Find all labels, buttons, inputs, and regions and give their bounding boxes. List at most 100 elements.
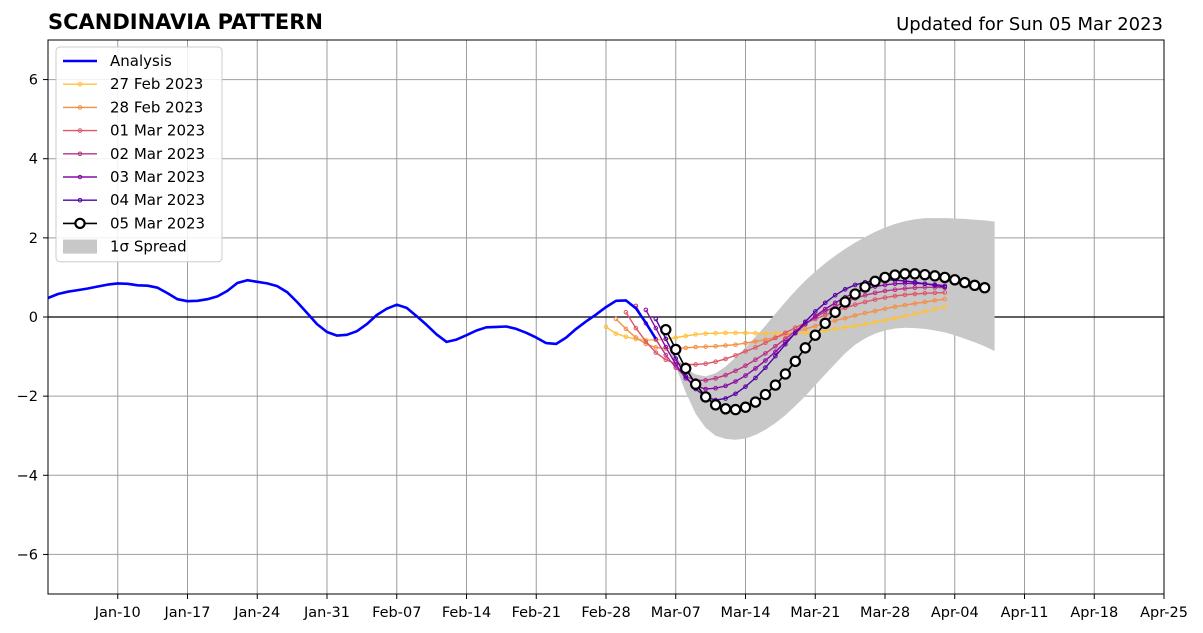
forecast-point [743, 373, 748, 378]
legend-label-forecast: 28 Feb 2023 [110, 98, 203, 116]
forecast-point [683, 374, 689, 379]
forecast-point [882, 306, 888, 311]
forecast-point [703, 361, 708, 366]
forecast-point [613, 331, 619, 336]
legend-label-spread: 1σ Spread [110, 238, 187, 256]
forecast-point [673, 362, 679, 367]
current-forecast-point [839, 296, 851, 308]
forecast-point [922, 290, 928, 296]
y-tick-label: 0 [29, 310, 38, 326]
forecast-point [753, 366, 758, 371]
forecast-point [753, 330, 758, 336]
current-forecast-point [809, 329, 821, 341]
forecast-point [763, 358, 768, 363]
forecast-point [942, 304, 948, 310]
forecast-point [663, 352, 669, 358]
forecast-point [902, 286, 908, 291]
current-forecast-point [978, 282, 991, 294]
forecast-point [872, 319, 878, 325]
forecast-point [643, 339, 649, 344]
forecast-point [922, 309, 928, 314]
forecast-point [743, 363, 748, 368]
forecast-point [872, 297, 878, 302]
x-tick-label: Mar-28 [860, 605, 910, 621]
forecast-point [882, 288, 888, 294]
current-forecast-point [889, 269, 901, 281]
legend-label-forecast: 01 Mar 2023 [110, 122, 205, 140]
forecast-point [763, 351, 768, 356]
current-forecast-point [859, 281, 871, 293]
forecast-point [683, 345, 689, 351]
forecast-point [743, 384, 748, 389]
forecast-point [783, 330, 788, 336]
current-forecast-point [899, 268, 911, 280]
forecast-point [832, 318, 838, 323]
legend-marker-forecast [77, 197, 83, 203]
forecast-point [663, 357, 669, 363]
current-forecast-point [959, 276, 971, 289]
forecast-point [713, 343, 718, 349]
forecast-point [693, 362, 698, 367]
forecast-point [932, 283, 938, 288]
forecast-point [673, 335, 679, 340]
legend-label-forecast: 04 Mar 2023 [110, 191, 205, 209]
current-forecast-point [709, 399, 722, 411]
current-forecast-point [680, 362, 692, 375]
forecast-point [892, 287, 898, 292]
current-forecast-point [919, 268, 931, 281]
legend-swatch-spread [63, 239, 97, 254]
forecast-point [942, 284, 948, 290]
forecast-point [932, 290, 938, 296]
legend-label-forecast: 03 Mar 2023 [110, 168, 205, 186]
forecast-point [852, 282, 858, 288]
current-forecast-point [689, 378, 702, 390]
current-forecast-point [719, 403, 732, 415]
x-tick-label: Jan-24 [233, 605, 280, 621]
current-forecast-point [789, 355, 802, 368]
forecast-point [783, 342, 788, 347]
forecast-point [693, 332, 698, 337]
forecast-point [812, 323, 818, 329]
x-tick-label: Apr-11 [1001, 605, 1049, 621]
x-tick-label: Mar-07 [651, 605, 701, 621]
legend-marker-forecast [77, 105, 83, 110]
forecast-point [842, 315, 848, 321]
current-forecast-point [670, 343, 682, 356]
forecast-point [793, 330, 798, 336]
current-forecast-point [729, 403, 742, 416]
forecast-point [633, 335, 639, 340]
forecast-point [703, 344, 708, 349]
y-tick-label: 6 [29, 73, 38, 89]
forecast-point [812, 309, 818, 314]
forecast-point [733, 342, 738, 348]
x-tick-label: Jan-31 [303, 605, 350, 621]
current-forecast-point [660, 323, 672, 336]
forecast-point [842, 287, 848, 292]
current-forecast-point [779, 368, 792, 380]
forecast-point [713, 385, 718, 391]
current-forecast-point [909, 268, 921, 280]
current-forecast-point [849, 288, 861, 300]
current-forecast-point [759, 388, 772, 401]
forecast-point [753, 357, 758, 363]
axes: Jan-10 Jan-17 Jan-24 Jan-31 Feb-07 Feb-14 Feb-… [17, 73, 1188, 621]
forecast-point [872, 290, 878, 296]
forecast-point [862, 299, 868, 305]
forecast-point [922, 299, 928, 305]
forecast-point [753, 375, 758, 381]
forecast-point [633, 325, 639, 331]
forecast-point [663, 344, 669, 350]
legend-marker-forecast [77, 151, 83, 157]
forecast-point [723, 396, 728, 401]
forecast-point [623, 309, 629, 315]
legend-label-forecast: 02 Mar 2023 [110, 145, 205, 163]
y-tick-label: −6 [17, 547, 38, 563]
current-forecast-point [939, 271, 951, 284]
x-tick-label: Feb-21 [512, 605, 561, 621]
forecast-point [882, 295, 888, 300]
legend-box [55, 46, 223, 263]
forecast-point [703, 378, 708, 383]
x-tick-label: Jan-17 [163, 605, 210, 621]
forecast-point [932, 306, 938, 312]
forecast-point [713, 330, 718, 336]
